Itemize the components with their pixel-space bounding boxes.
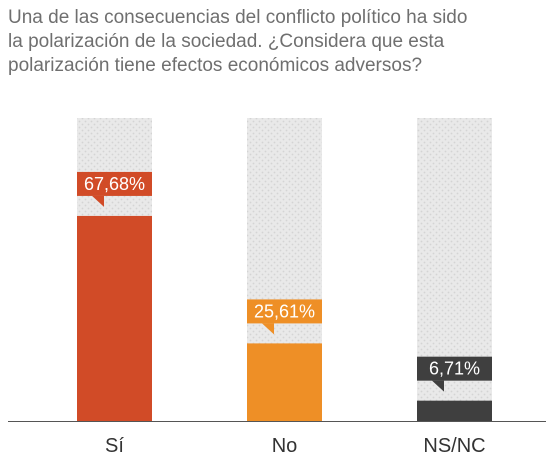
title-line-2: la polarización de la sociedad. ¿Conside…: [8, 31, 445, 52]
data-label: 25,61%: [254, 301, 315, 321]
data-label-box: [77, 171, 152, 196]
data-label-pointer: [262, 323, 274, 335]
data-label-pointer: [92, 195, 104, 207]
data-label: 67,68%: [84, 174, 145, 194]
title-line-3: polarización tiene efectos económicos ad…: [8, 55, 423, 76]
bar: [247, 343, 322, 421]
data-label-pointer: [432, 380, 444, 392]
data-label-box: [417, 356, 492, 381]
chart-title: Una de las consecuencias del conflicto p…: [8, 6, 548, 78]
x-tick-label: No: [272, 435, 298, 457]
title-line-1: Una de las consecuencias del conflicto p…: [8, 7, 468, 28]
bar: [417, 400, 492, 421]
data-label: 6,71%: [429, 359, 480, 379]
x-tick-label: NS/NC: [423, 435, 485, 457]
data-label-box: [247, 299, 322, 324]
x-tick-label: Sí: [105, 435, 124, 457]
bar: [77, 215, 152, 421]
